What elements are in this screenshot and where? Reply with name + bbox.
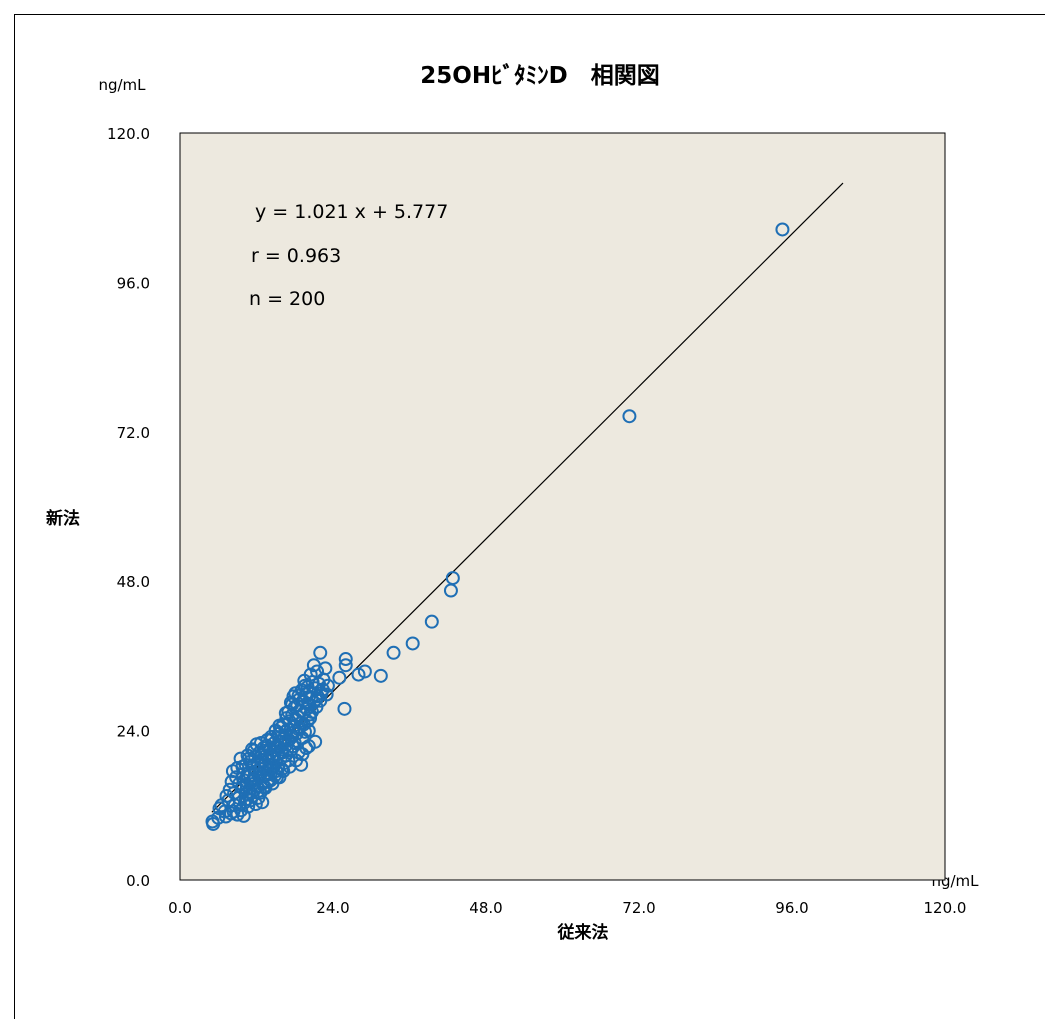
data-point — [332, 670, 347, 685]
data-point — [245, 773, 260, 788]
data-point — [232, 796, 247, 811]
x-tick-label: 48.0 — [469, 899, 502, 917]
data-point — [445, 571, 460, 586]
x-tick-label: 72.0 — [622, 899, 655, 917]
data-point — [313, 645, 328, 660]
data-point — [235, 759, 250, 774]
data-point — [405, 636, 420, 651]
data-point — [315, 682, 330, 697]
data-point — [258, 757, 273, 772]
y-tick-labels: 0.0 24.0 48.0 72.0 96.0 120.0 — [107, 125, 150, 890]
data-point — [357, 664, 372, 679]
data-point — [338, 658, 353, 673]
y-tick-label: 72.0 — [117, 424, 150, 442]
y-axis-label: 新法 — [46, 508, 80, 529]
data-point — [308, 734, 323, 749]
data-point — [291, 688, 306, 703]
data-point — [318, 661, 333, 676]
data-point — [386, 645, 401, 660]
y-tick-label: 0.0 — [126, 872, 150, 890]
correlation-coefficient: r = 0.963 — [251, 245, 341, 267]
data-point — [373, 668, 388, 683]
x-axis-label: 従来法 — [557, 922, 609, 943]
x-tick-label: 0.0 — [168, 899, 192, 917]
y-tick-label: 120.0 — [107, 125, 150, 143]
data-point — [297, 678, 312, 693]
sample-size: n = 200 — [249, 288, 325, 310]
data-points — [205, 222, 790, 831]
data-point — [296, 717, 311, 732]
x-tick-label: 24.0 — [316, 899, 349, 917]
x-tick-label: 120.0 — [924, 899, 967, 917]
data-point — [424, 614, 439, 629]
data-point — [337, 701, 352, 716]
data-point — [239, 782, 253, 796]
data-point — [309, 692, 324, 707]
data-point — [303, 707, 318, 722]
data-point — [775, 222, 790, 237]
chart-frame — [14, 14, 1045, 1019]
y-tick-label: 24.0 — [117, 723, 150, 741]
y-tick-label: 48.0 — [117, 573, 150, 591]
x-tick-labels: 0.0 24.0 48.0 72.0 96.0 120.0 — [168, 899, 966, 917]
y-tick-label: 96.0 — [117, 274, 150, 292]
x-tick-label: 96.0 — [775, 899, 808, 917]
chart-title: 25OHﾋﾞﾀﾐﾝD 相関図 — [420, 62, 659, 89]
y-axis-unit: ng/mL — [98, 76, 146, 94]
data-point — [272, 718, 287, 733]
data-point — [622, 409, 637, 424]
data-point — [338, 652, 353, 667]
regression-equation: y = 1.021 x + 5.777 — [255, 201, 448, 223]
